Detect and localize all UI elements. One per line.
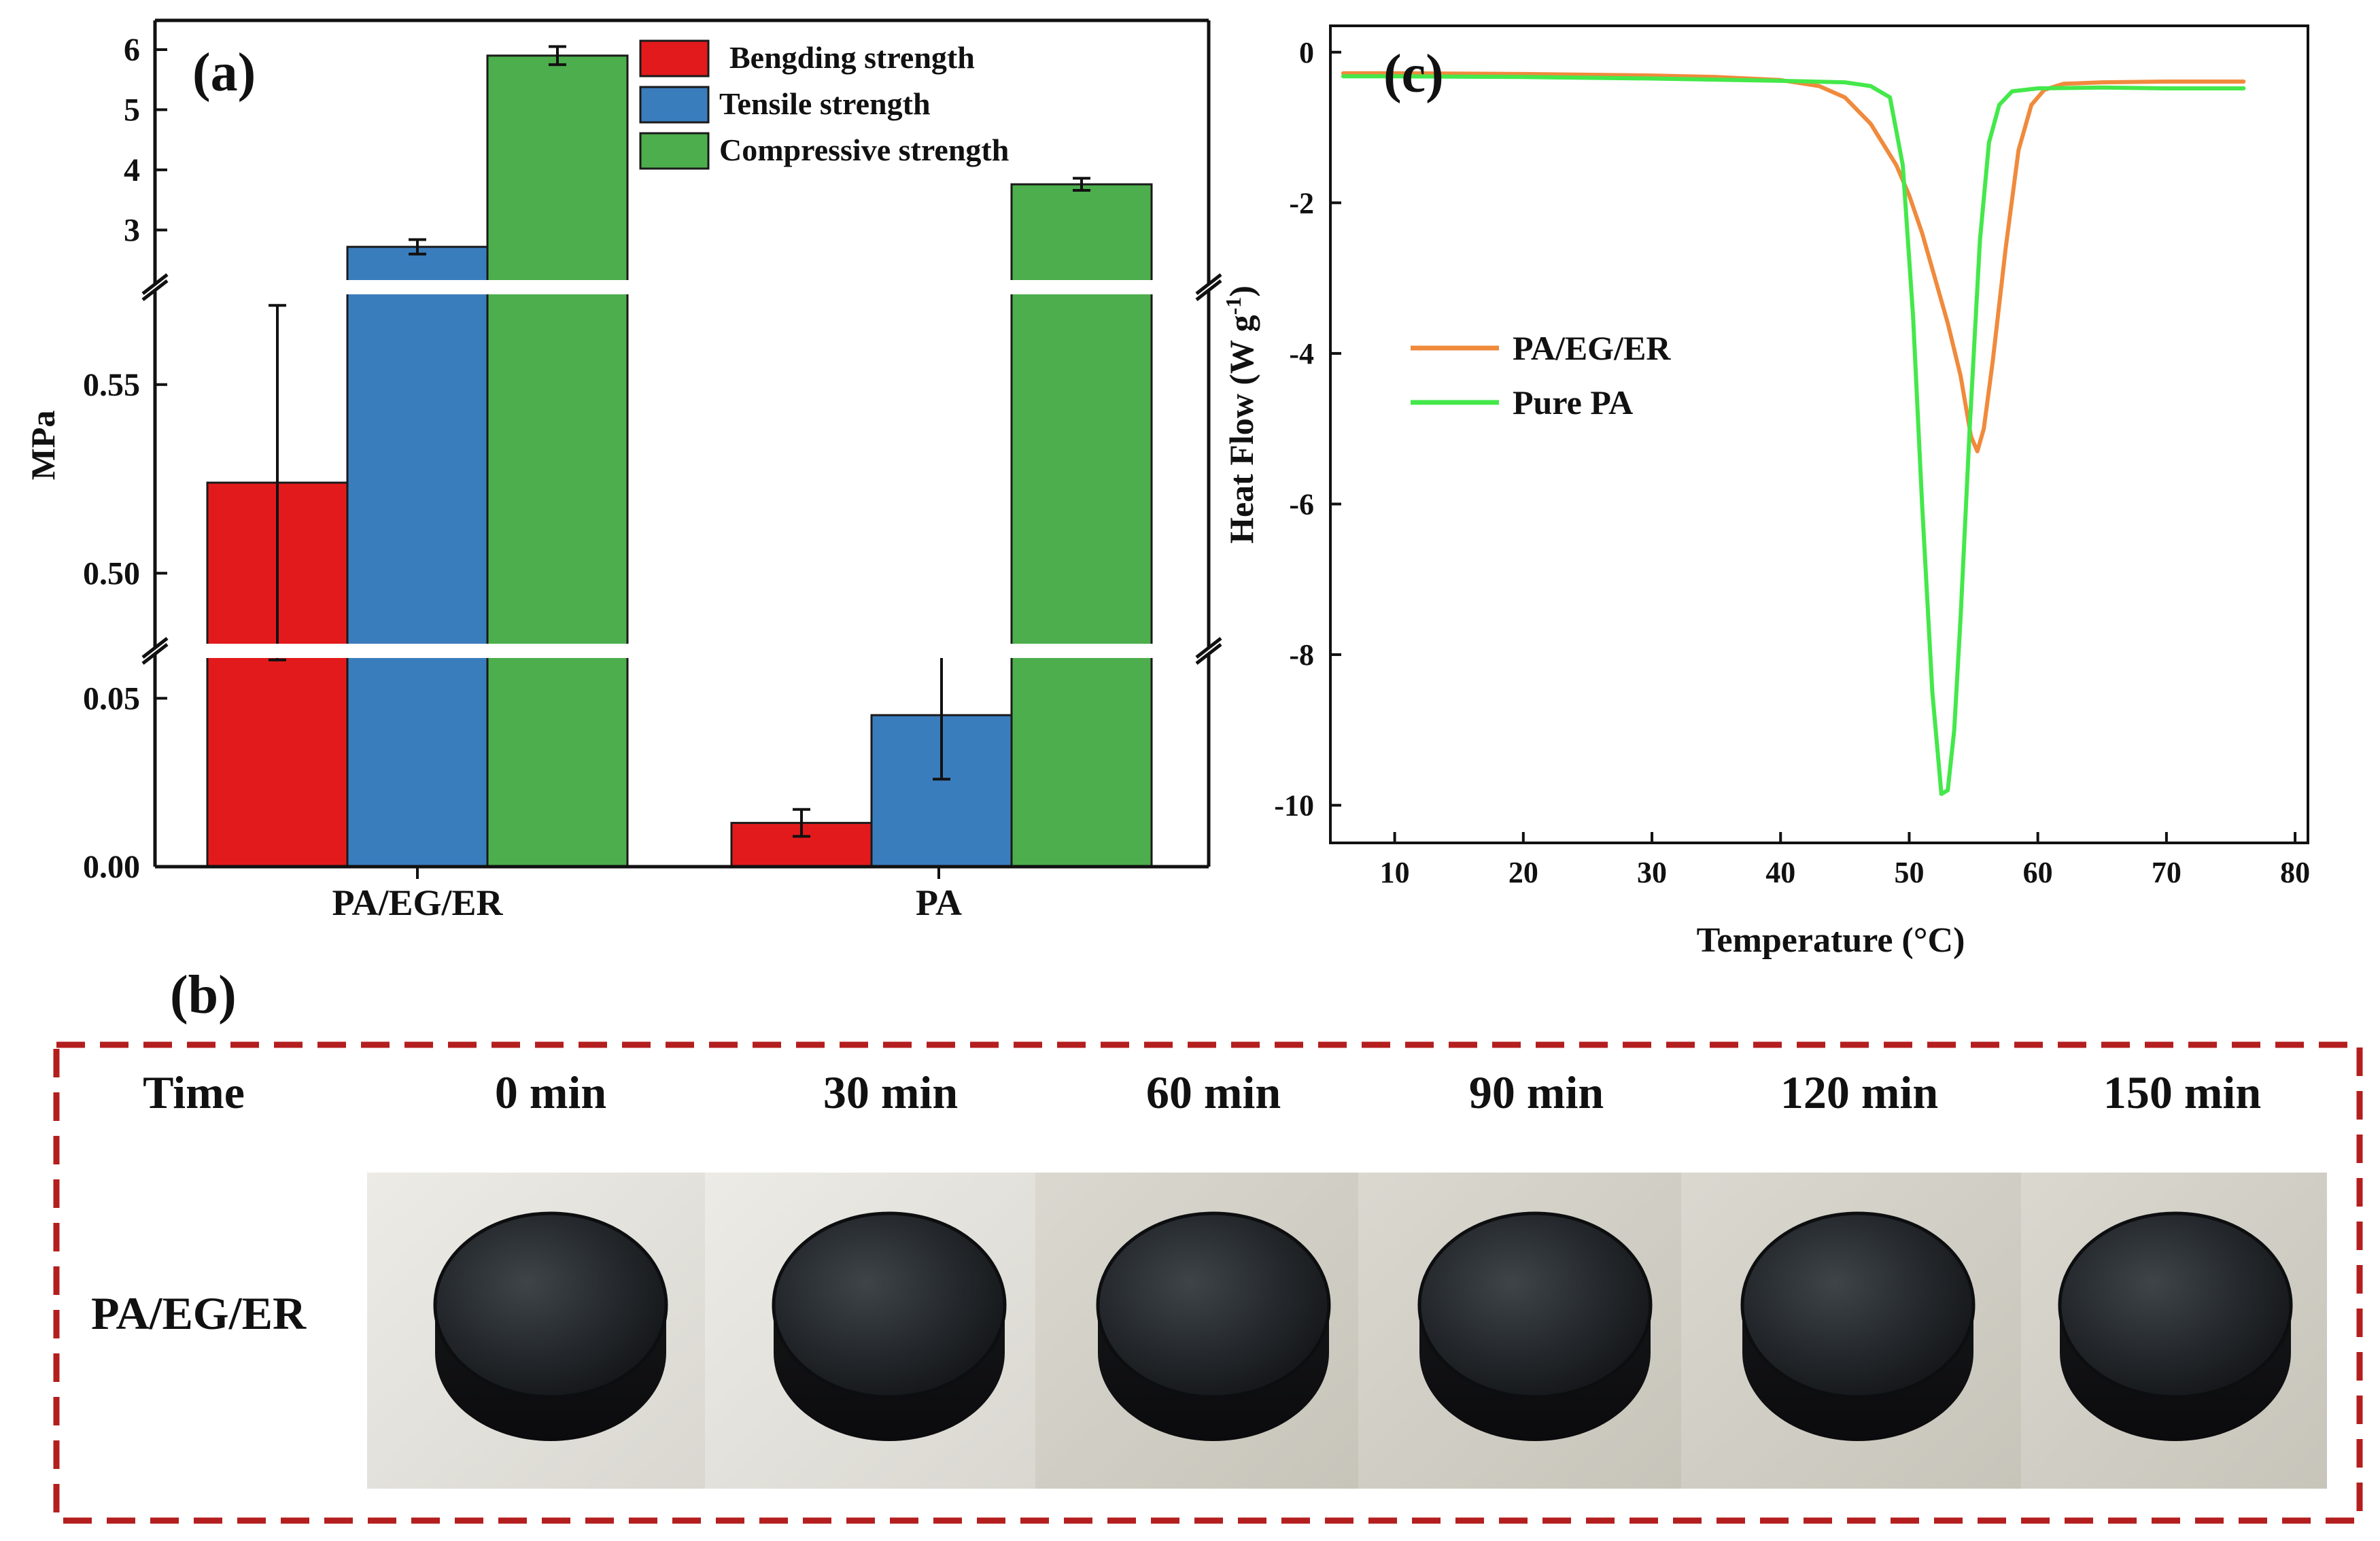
photo-panel: (b) Time 0 min 30 min 60 min 90 min 120 … [53,965,2363,1524]
y-tick-label-0-55: 0.55 [83,367,140,403]
y-tick-label-10: -10 [1274,789,1314,823]
time-label-120: 120 min [1780,1067,1938,1118]
x-tick-label-40: 40 [1765,856,1795,889]
time-label-0: 0 min [495,1067,606,1118]
y-axis-label-main: Heat Flow (W g [1222,315,1260,544]
y-tick-label-4: -4 [1289,337,1314,370]
series-line-pure-pa [1341,74,2246,796]
line-chart-axes: 10 20 30 40 50 60 70 80 0 -2 -4 -6 -8 -10 [1274,24,2310,889]
bar-tensile-strength-pa-eg-er [346,245,489,868]
axis-break-gap-1 [157,280,1207,294]
category-label-pa-eg-er: PA/EG/ER [332,882,503,923]
y-tick-label-0-00: 0.00 [83,849,140,885]
bar-compressive-strength-pa-eg-er [486,54,629,868]
y-tick-label-4: 4 [124,152,140,188]
line-chart-panel: 10 20 30 40 50 60 70 80 0 -2 -4 -6 -8 -10 PA/EG/ER Pur… [1221,24,2310,960]
x-tick-label-60: 60 [2023,856,2053,889]
panel-label-a: (a) [192,43,256,103]
break-mark-2-right-2 [1195,643,1222,665]
category-label-pa: PA [916,882,962,923]
y-axis-label-superscript: -1 [1221,297,1245,315]
y-tick-label-6: 6 [124,32,140,68]
line-chart-frame [1329,24,2309,844]
sample-row-label: PA/EG/ER [91,1287,307,1339]
break-mark-1-right-1 [1195,273,1222,295]
y-tick-label-8: -8 [1289,638,1314,672]
x-tick-label-20: 20 [1508,856,1538,889]
bar-chart-y-axis-label: MPa [24,411,62,481]
line-chart-x-axis-label: Temperature (°C) [1697,921,1965,960]
bar-chart-axes: 0.00 0.05 0.50 0.55 3 4 5 6 [83,18,1222,885]
bar-chart-legend: Bengding strength Tensile strength Compres… [639,39,1009,170]
panel-label-b: (b) [170,965,237,1025]
legend-swatch-bengding-strength [639,39,710,77]
x-tick-label-10: 10 [1380,856,1410,889]
y-tick-label-0: 0 [1299,36,1314,69]
y-tick-label-2: -2 [1289,186,1314,220]
series-line-pa-eg-er [1341,71,2246,453]
sample-disk-top-2 [1096,1211,1331,1399]
sample-photo-strip [367,1173,2327,1489]
bar-series-group [206,45,1153,868]
legend-swatch-tensile-strength [639,86,710,124]
axis-break-gap-2 [157,644,1207,658]
sample-disk-top-5 [2058,1211,2293,1399]
legend-label-tensile-strength: Tensile strength [719,86,931,121]
break-mark-2-left-2 [141,643,169,665]
break-mark-2-right-1 [1195,637,1222,659]
panel-label-c: (c) [1383,44,1444,104]
legend-label-bengding-strength: Bengding strength [729,40,975,75]
time-label-90: 90 min [1469,1067,1604,1118]
line-chart-y-axis-label: Heat Flow (W g-1) [1221,285,1260,544]
break-mark-1-left-1 [141,273,169,295]
sample-disk-top-3 [1417,1211,1653,1399]
x-tick-label-30: 30 [1637,856,1667,889]
sample-disk-top-0 [433,1211,668,1399]
dashed-frame [53,1041,2363,1524]
bar-chart-panel: 0.00 0.05 0.50 0.55 3 4 5 6 Bengding strength Te… [24,18,1222,923]
y-tick-label-0-50: 0.50 [83,555,140,591]
y-tick-label-3: 3 [124,212,140,248]
line-chart-legend: PA/EG/ER Pure PA [1411,329,1671,421]
time-label-30: 30 min [823,1067,958,1118]
y-tick-label-5: 5 [124,92,140,128]
y-tick-label-6: -6 [1289,487,1314,521]
x-tick-label-70: 70 [2152,856,2181,889]
line-series-group [1341,71,2246,796]
bar-compressive-strength-pa [1010,183,1153,868]
break-mark-1-left-2 [141,279,169,301]
time-row-header: Time [143,1067,245,1118]
legend-label-compressive-strength: Compressive strength [719,133,1009,167]
legend-label-pure-pa: Pure PA [1513,383,1633,421]
y-tick-label-0-05: 0.05 [83,680,140,716]
time-label-150: 150 min [2103,1067,2261,1118]
sample-disk-top-1 [772,1211,1007,1399]
break-mark-1-right-2 [1195,279,1222,301]
legend-swatch-compressive-strength [639,132,710,170]
sample-disk-top-4 [1740,1211,1976,1399]
time-label-60: 60 min [1146,1067,1281,1118]
y-axis-label-close: ) [1222,285,1260,297]
x-tick-label-50: 50 [1894,856,1924,889]
x-tick-label-80: 80 [2280,856,2310,889]
break-mark-2-left-1 [141,637,169,659]
legend-label-pa-eg-er: PA/EG/ER [1513,329,1671,367]
